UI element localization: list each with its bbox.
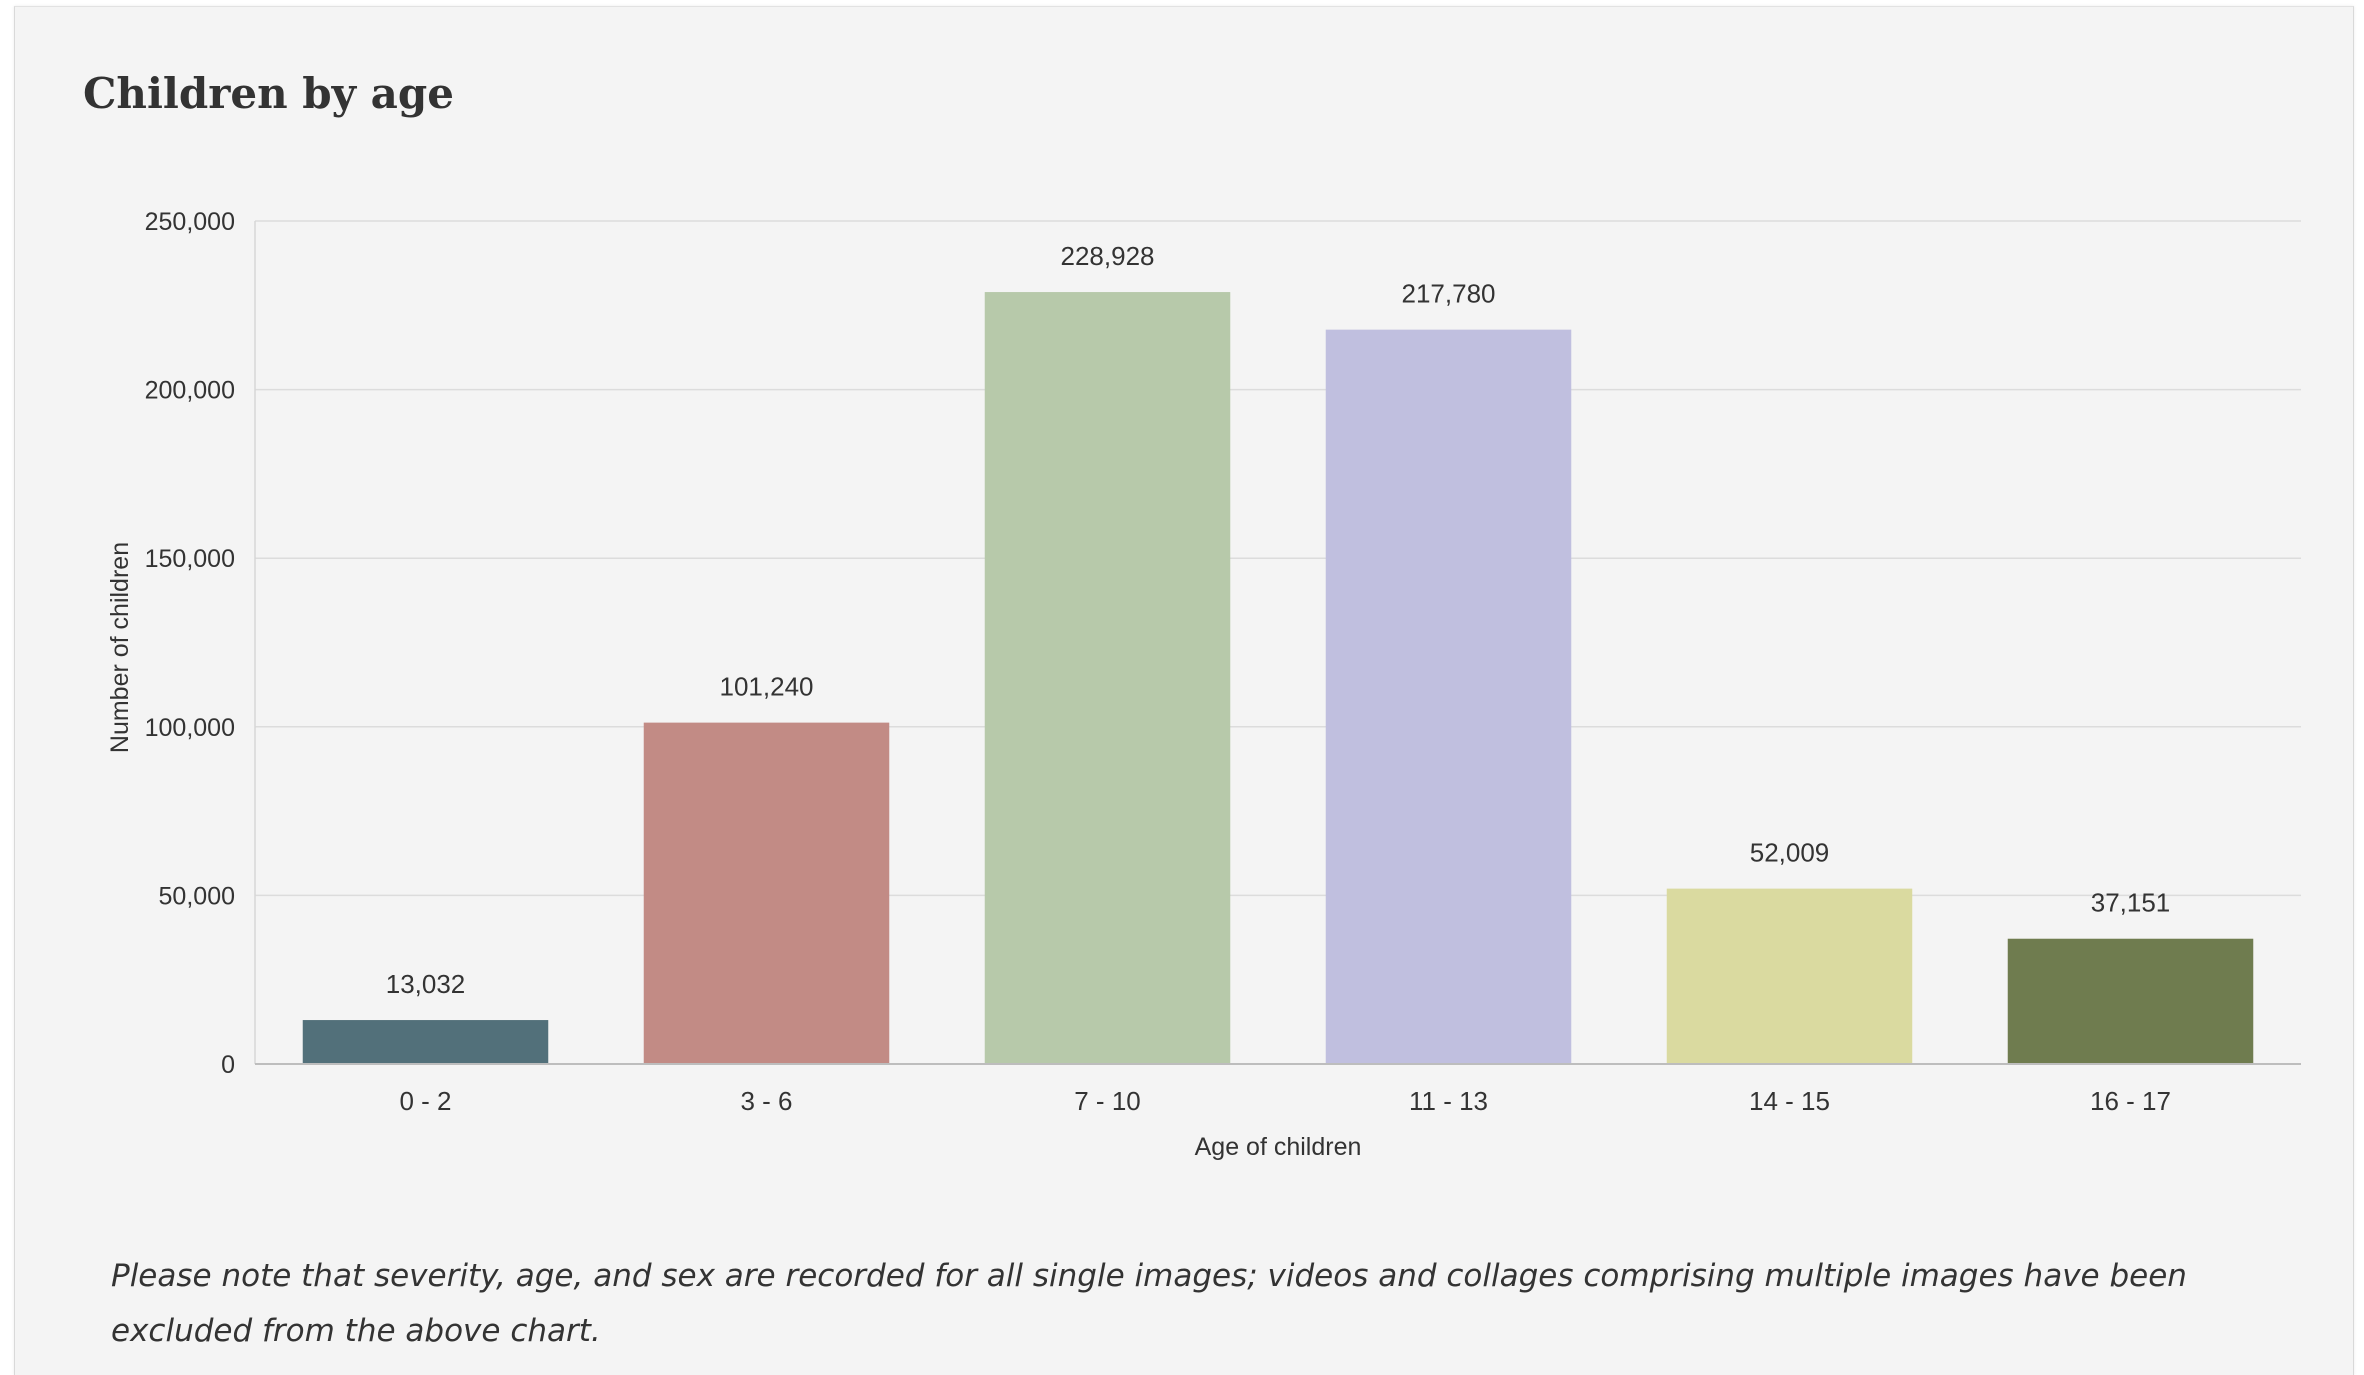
y-tick-label: 250,000 — [145, 208, 235, 236]
bar-16-17 — [2007, 938, 2254, 1064]
y-tick-label: 100,000 — [145, 714, 235, 742]
data-label: 37,151 — [2091, 888, 2171, 918]
y-axis-title: Number of children — [106, 542, 134, 753]
chart-title: Children by age — [83, 69, 454, 118]
x-tick-label: 0 - 2 — [399, 1086, 451, 1116]
y-tick-label: 50,000 — [159, 882, 235, 910]
x-tick-label: 14 - 15 — [1749, 1086, 1830, 1116]
data-label: 228,928 — [1061, 241, 1155, 271]
x-tick-label: 16 - 17 — [2090, 1086, 2171, 1116]
bar-3-6 — [643, 722, 890, 1064]
bar-14-15 — [1666, 888, 1913, 1064]
bar-chart: 0 50,000 100,000 150,000 200,000 250,000 13,03… — [106, 208, 2301, 1161]
y-tick-label: 200,000 — [145, 377, 235, 405]
x-tick-label: 7 - 10 — [1074, 1086, 1141, 1116]
y-tick-label: 0 — [221, 1051, 235, 1079]
data-label: 217,780 — [1402, 279, 1496, 309]
data-label: 13,032 — [386, 969, 466, 999]
data-label: 101,240 — [720, 672, 814, 702]
chart-card: Children by age 0 50,000 100,000 150,000 200… — [14, 6, 2354, 1375]
data-label: 52,009 — [1750, 838, 1830, 868]
x-tick-label: 11 - 13 — [1409, 1086, 1488, 1116]
bar-11-13 — [1325, 329, 1572, 1064]
x-axis-title: Age of children — [1195, 1133, 1362, 1161]
chart-footnote: Please note that severity, age, and sex … — [111, 1258, 2187, 1349]
bar-7-10 — [984, 292, 1231, 1064]
x-tick-label: 3 - 6 — [740, 1086, 792, 1116]
bar-0-2 — [302, 1020, 549, 1064]
y-tick-label: 150,000 — [145, 545, 235, 573]
